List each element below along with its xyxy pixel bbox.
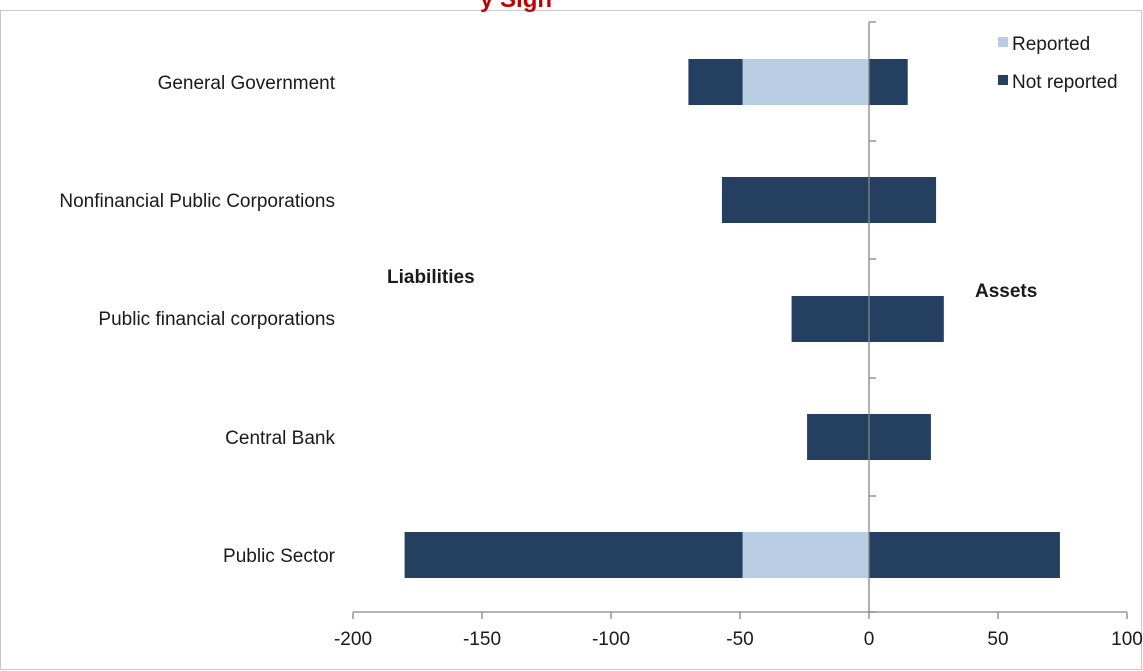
legend-swatch-not-reported — [998, 75, 1008, 85]
axes-layer — [352, 21, 1128, 619]
assets-annotation: Assets — [975, 281, 1037, 302]
bar-reported-liabilities — [742, 59, 869, 105]
category-label: Public financial corporations — [98, 309, 335, 330]
category-label: Nonfinancial Public Corporations — [59, 191, 335, 212]
x-tick-label: 0 — [864, 629, 875, 650]
bar-not-reported-liabilities — [807, 414, 869, 460]
x-tick-labels: -200 -150 -100 -50 0 50 100 — [334, 629, 1143, 650]
bar-not-reported-liabilities — [404, 532, 743, 578]
legend-swatch-reported — [998, 37, 1008, 47]
legend-label-not-reported: Not reported — [1012, 72, 1118, 93]
liabilities-annotation: Liabilities — [387, 267, 475, 288]
category-label: General Government — [158, 73, 336, 94]
bar-not-reported-liabilities — [791, 296, 869, 342]
x-tick-label: -150 — [463, 629, 501, 650]
x-tick-label: -100 — [592, 629, 630, 650]
x-tick-label: -50 — [726, 629, 753, 650]
legend: Reported Not reported — [998, 34, 1118, 93]
chart-title-fragment: y Sign — [480, 0, 552, 14]
chart-frame — [0, 10, 1142, 670]
bar-not-reported-assets — [869, 532, 1060, 578]
bar-not-reported-assets — [869, 296, 944, 342]
bars-layer — [404, 59, 1060, 578]
bar-not-reported-assets — [869, 177, 937, 223]
legend-label-reported: Reported — [1012, 34, 1090, 55]
bar-reported-liabilities — [742, 532, 869, 578]
bar-not-reported-assets — [869, 59, 908, 105]
x-tick-label: 50 — [987, 629, 1008, 650]
category-labels: General Government Nonfinancial Public C… — [59, 73, 335, 567]
category-label: Central Bank — [225, 428, 335, 449]
x-tick-label: -200 — [334, 629, 372, 650]
bar-not-reported-liabilities — [688, 59, 743, 105]
bar-not-reported-liabilities — [721, 177, 869, 223]
category-label: Public Sector — [223, 546, 336, 567]
bar-not-reported-assets — [869, 414, 931, 460]
x-tick-label: 100 — [1111, 629, 1143, 650]
